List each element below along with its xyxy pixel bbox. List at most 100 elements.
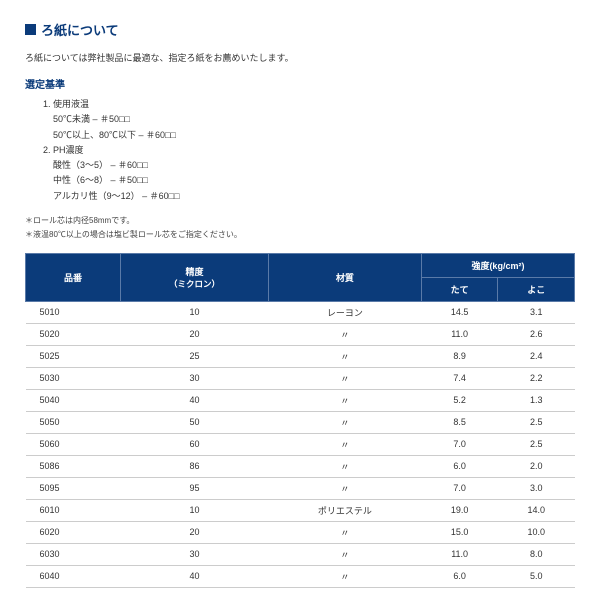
table-cell: 2.5: [498, 411, 575, 433]
criteria-2-line-2: 中性（6〜8） – ＃50□□: [43, 173, 575, 188]
table-cell: 5095: [26, 477, 121, 499]
table-cell: 〃: [268, 565, 421, 587]
title-row: ろ紙について: [25, 20, 575, 39]
table-row: 505050〃8.52.5: [26, 411, 575, 433]
spec-table: 品番 精度 （ミクロン） 材質 強度(kg/cm²) たて よこ 501010レ…: [25, 253, 575, 588]
table-cell: 14.5: [421, 301, 498, 323]
table-cell: 2.6: [498, 323, 575, 345]
table-cell: 8.5: [421, 411, 498, 433]
table-cell: 2.0: [498, 455, 575, 477]
table-cell: 3.1: [498, 301, 575, 323]
table-cell: 2.2: [498, 367, 575, 389]
table-cell: 2.5: [498, 433, 575, 455]
table-cell: 5025: [26, 345, 121, 367]
table-body: 501010レーヨン14.53.1502020〃11.02.6502525〃8.…: [26, 301, 575, 587]
th-strength: 強度(kg/cm²): [421, 253, 574, 277]
table-cell: 5030: [26, 367, 121, 389]
table-cell: 2.4: [498, 345, 575, 367]
table-cell: 19.0: [421, 499, 498, 521]
table-cell: 6.0: [421, 565, 498, 587]
th-strength-tate: たて: [421, 277, 498, 301]
table-row: 501010レーヨン14.53.1: [26, 301, 575, 323]
table-cell: 〃: [268, 477, 421, 499]
table-cell: 6.0: [421, 455, 498, 477]
table-row: 602020〃15.010.0: [26, 521, 575, 543]
table-cell: 7.0: [421, 477, 498, 499]
table-row: 503030〃7.42.2: [26, 367, 575, 389]
table-cell: ポリエステル: [268, 499, 421, 521]
table-row: 604040〃6.05.0: [26, 565, 575, 587]
table-cell: 8.9: [421, 345, 498, 367]
criteria-item-2: 2. PH濃度: [43, 143, 575, 158]
table-cell: 60: [121, 433, 269, 455]
table-cell: 〃: [268, 367, 421, 389]
table-cell: 〃: [268, 543, 421, 565]
th-strength-yoko: よこ: [498, 277, 575, 301]
table-cell: 6040: [26, 565, 121, 587]
table-cell: 〃: [268, 323, 421, 345]
table-cell: 6010: [26, 499, 121, 521]
table-row: 508686〃6.02.0: [26, 455, 575, 477]
table-row: 502525〃8.92.4: [26, 345, 575, 367]
table-cell: 〃: [268, 455, 421, 477]
table-cell: 5.0: [498, 565, 575, 587]
criteria-1-line-2: 50℃以上、80℃以下 – ＃60□□: [43, 128, 575, 143]
table-cell: 3.0: [498, 477, 575, 499]
table-row: 502020〃11.02.6: [26, 323, 575, 345]
criteria-1-line-1: 50℃未満 – ＃50□□: [43, 112, 575, 127]
table-cell: 40: [121, 389, 269, 411]
table-cell: 25: [121, 345, 269, 367]
table-row: 504040〃5.21.3: [26, 389, 575, 411]
table-cell: 40: [121, 565, 269, 587]
table-cell: 7.0: [421, 433, 498, 455]
table-cell: 5010: [26, 301, 121, 323]
criteria-heading: 選定基準: [25, 76, 575, 91]
table-cell: 11.0: [421, 323, 498, 345]
table-row: 506060〃7.02.5: [26, 433, 575, 455]
table-cell: 〃: [268, 521, 421, 543]
th-material: 材質: [268, 253, 421, 301]
table-cell: 10: [121, 499, 269, 521]
table-cell: 7.4: [421, 367, 498, 389]
table-cell: 6030: [26, 543, 121, 565]
intro-text: ろ紙については弊社製品に最適な、指定ろ紙をお薦めいたします。: [25, 51, 575, 64]
table-cell: 8.0: [498, 543, 575, 565]
table-cell: 〃: [268, 389, 421, 411]
criteria-item-1: 1. 使用液温: [43, 97, 575, 112]
note-2: ＊液温80℃以上の場合は塩ビ製ロール芯をご指定ください。: [25, 228, 575, 242]
criteria-2-line-1: 酸性（3〜5） – ＃60□□: [43, 158, 575, 173]
table-cell: 10.0: [498, 521, 575, 543]
table-cell: 30: [121, 543, 269, 565]
table-row: 509595〃7.03.0: [26, 477, 575, 499]
table-cell: 15.0: [421, 521, 498, 543]
th-product: 品番: [26, 253, 121, 301]
table-cell: 10: [121, 301, 269, 323]
table-row: 603030〃11.08.0: [26, 543, 575, 565]
table-cell: 〃: [268, 433, 421, 455]
note-1: ＊ロール芯は内径58mmです。: [25, 214, 575, 228]
table-row: 601010ポリエステル19.014.0: [26, 499, 575, 521]
notes: ＊ロール芯は内径58mmです。 ＊液温80℃以上の場合は塩ビ製ロール芯をご指定く…: [25, 214, 575, 243]
page-title: ろ紙について: [41, 20, 119, 39]
table-cell: 50: [121, 411, 269, 433]
table-cell: 5020: [26, 323, 121, 345]
table-cell: 14.0: [498, 499, 575, 521]
table-cell: 20: [121, 521, 269, 543]
table-head: 品番 精度 （ミクロン） 材質 強度(kg/cm²) たて よこ: [26, 253, 575, 301]
table-cell: 95: [121, 477, 269, 499]
criteria-list: 1. 使用液温 50℃未満 – ＃50□□ 50℃以上、80℃以下 – ＃60□…: [25, 97, 575, 204]
table-cell: 5.2: [421, 389, 498, 411]
table-cell: 6020: [26, 521, 121, 543]
th-precision-label: 精度: [185, 267, 203, 277]
th-precision: 精度 （ミクロン）: [121, 253, 269, 301]
table-cell: 20: [121, 323, 269, 345]
table-cell: 5040: [26, 389, 121, 411]
table-cell: 11.0: [421, 543, 498, 565]
criteria-2-line-3: アルカリ性（9〜12） – ＃60□□: [43, 189, 575, 204]
table-cell: 〃: [268, 345, 421, 367]
table-cell: 30: [121, 367, 269, 389]
table-cell: 5050: [26, 411, 121, 433]
table-cell: 5060: [26, 433, 121, 455]
table-cell: 86: [121, 455, 269, 477]
title-marker-icon: [25, 24, 36, 35]
